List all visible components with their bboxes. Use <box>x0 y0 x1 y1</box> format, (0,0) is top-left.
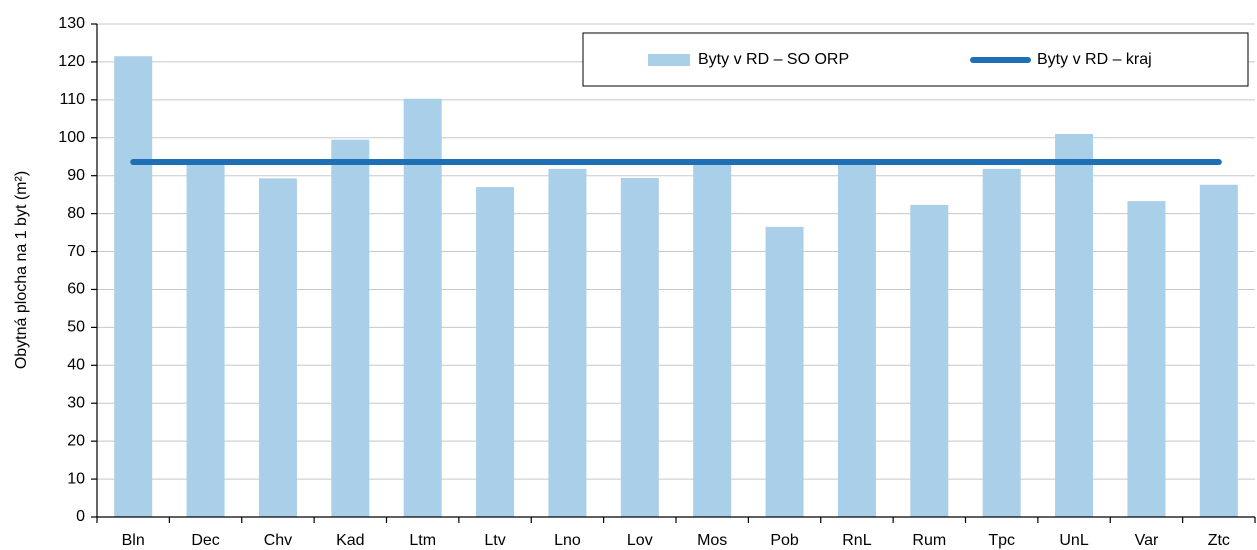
legend-label: Byty v RD – SO ORP <box>698 51 849 68</box>
x-tick-label: Chv <box>264 532 292 549</box>
y-tick-label: 0 <box>76 508 85 525</box>
x-tick-label: RnL <box>842 532 871 549</box>
y-axis-label: Obytná plocha na 1 byt (m²) <box>13 171 30 369</box>
x-tick-label: Rum <box>912 532 946 549</box>
x-tick-label: Lov <box>627 532 653 549</box>
x-tick-label: UnL <box>1059 532 1088 549</box>
x-tick-label: Dec <box>191 532 219 549</box>
x-tick-label: Mos <box>697 532 727 549</box>
legend-swatch <box>648 54 690 66</box>
y-tick-label: 60 <box>67 281 85 298</box>
y-tick-label: 110 <box>59 91 85 108</box>
x-tick-label: Ztc <box>1208 532 1230 549</box>
y-tick-label: 100 <box>58 129 85 146</box>
bar <box>837 162 876 517</box>
y-tick-label: 80 <box>67 205 85 222</box>
bar <box>982 168 1021 517</box>
bar <box>910 204 949 518</box>
bar <box>548 168 587 517</box>
x-tick-label: Tpc <box>988 532 1015 549</box>
bar <box>1199 184 1238 518</box>
bar <box>186 164 225 518</box>
y-tick-label: 20 <box>67 432 85 449</box>
legend-box <box>582 32 1249 87</box>
y-tick-label: 30 <box>67 394 85 411</box>
bar <box>114 56 153 517</box>
bar <box>620 177 659 517</box>
x-tick-label: Var <box>1135 532 1159 549</box>
bar <box>403 98 442 517</box>
x-tick-label: Ltm <box>409 532 436 549</box>
bar <box>258 178 297 517</box>
y-tick-label: 50 <box>67 319 85 336</box>
bar <box>476 187 515 518</box>
y-tick-label: 120 <box>58 53 85 70</box>
bar <box>1055 133 1094 517</box>
y-tick-label: 70 <box>67 243 85 260</box>
bar <box>1127 201 1166 517</box>
bar <box>331 139 370 517</box>
legend-label: Byty v RD – kraj <box>1037 51 1152 68</box>
y-tick-label: 40 <box>67 357 85 374</box>
x-tick-label: Bln <box>122 532 145 549</box>
bar <box>693 160 732 517</box>
x-tick-label: Lno <box>554 532 581 549</box>
x-tick-label: Ltv <box>484 532 505 549</box>
x-tick-label: Kad <box>336 532 364 549</box>
bar <box>765 226 804 517</box>
x-tick-label: Pob <box>770 532 799 549</box>
y-tick-label: 10 <box>67 470 85 487</box>
y-tick-label: 130 <box>58 15 85 32</box>
y-tick-label: 90 <box>67 167 85 184</box>
